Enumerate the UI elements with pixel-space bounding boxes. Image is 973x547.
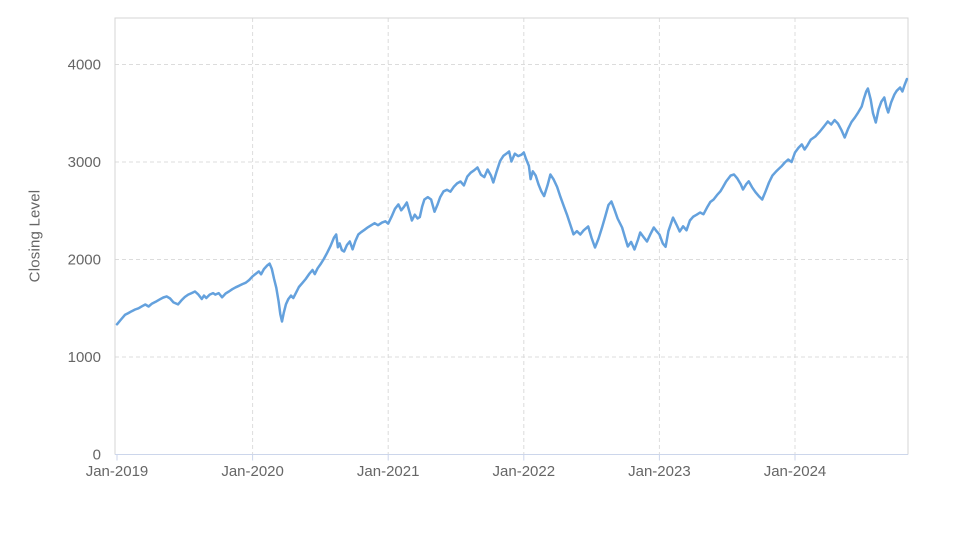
x-tick-label: Jan-2024 <box>764 463 827 480</box>
x-tick-label: Jan-2020 <box>221 463 284 480</box>
series-line <box>115 77 909 326</box>
y-tick-label: 1000 <box>68 349 101 366</box>
y-tick-label: 0 <box>93 447 101 464</box>
y-tick-label: 2000 <box>68 252 101 269</box>
y-axis-title: Closing Level <box>26 189 44 283</box>
x-tick-label: Jan-2023 <box>628 463 691 480</box>
y-tick-label: 3000 <box>68 154 101 171</box>
x-tick-label: Jan-2021 <box>357 463 420 480</box>
plot-border <box>114 17 909 455</box>
x-tick-label: Jan-2022 <box>493 463 556 480</box>
y-tick-label: 4000 <box>68 57 101 74</box>
x-tick-label: Jan-2019 <box>86 463 149 480</box>
